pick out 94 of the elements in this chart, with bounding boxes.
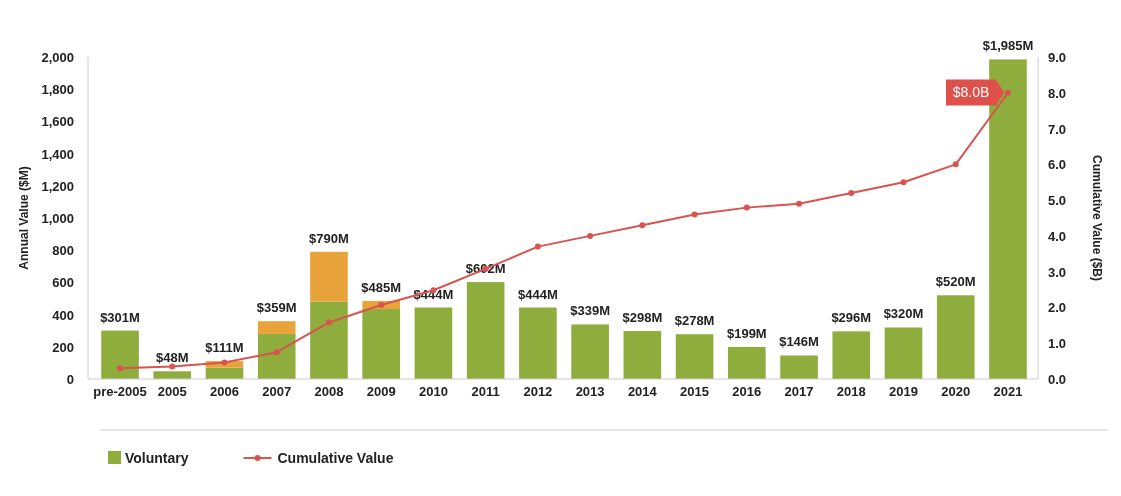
x-tick-label: pre-2005: [93, 384, 147, 399]
y2-tick-label: 0.0: [1048, 372, 1067, 387]
y-tick-label: 600: [52, 275, 74, 291]
y2-axis-title: Cumulative Value ($B): [1090, 154, 1104, 282]
x-tick-label: 2012: [523, 384, 553, 399]
total-label: $296M: [831, 310, 872, 326]
bar: [623, 331, 662, 379]
bar: [257, 333, 296, 379]
point: [743, 204, 750, 211]
total-label: $199M: [726, 325, 767, 341]
x-tick-label: 2017: [784, 384, 814, 399]
bar: [310, 301, 348, 379]
x-tick-label: 2006: [210, 384, 239, 399]
bar: [571, 324, 609, 379]
y-tick-label: 800: [52, 243, 74, 259]
bar: [989, 59, 1027, 379]
total-label: $301M: [100, 309, 140, 325]
point: [1004, 89, 1011, 96]
point: [691, 211, 698, 218]
point: [900, 179, 907, 186]
y-tick-label: 0: [66, 372, 74, 387]
total-label: $339M: [570, 303, 610, 319]
x-tick-label: 2021: [993, 384, 1023, 399]
y2-tick-label: 5.0: [1048, 193, 1067, 209]
x-tick-label: 2018: [836, 384, 866, 399]
bar: [362, 308, 400, 379]
bar: [884, 327, 923, 379]
y-tick-label: 1,200: [41, 178, 74, 194]
y-tick-label: 200: [52, 339, 74, 355]
bar: [728, 346, 766, 379]
total-label: $790M: [309, 230, 349, 246]
total-label: $1,985M: [982, 38, 1034, 54]
y-tick-label: 1,000: [41, 211, 74, 226]
x-tick-label: 2013: [575, 384, 605, 399]
y-tick-label: 400: [52, 307, 74, 323]
y2-tick-label: 9.0: [1048, 50, 1067, 65]
x-tick-label: 2007: [262, 384, 292, 399]
point: [796, 200, 803, 207]
x-tick-label: 2010: [418, 384, 448, 399]
x-tick-label: 2011: [471, 384, 500, 399]
point: [952, 161, 959, 168]
y2-tick-label: 8.0: [1048, 85, 1067, 101]
bar: [153, 371, 192, 379]
x-tick-label: 2015: [680, 384, 710, 399]
y2-tick-label: 1.0: [1048, 336, 1067, 352]
y2-tick-label: 6.0: [1048, 157, 1067, 173]
total-label: $520M: [935, 274, 976, 290]
point: [378, 301, 385, 308]
total-label: $278M: [674, 313, 715, 329]
bar: [310, 251, 348, 302]
bar: [780, 355, 818, 379]
bar: [466, 282, 505, 379]
y-tick-label: 1,400: [41, 146, 74, 162]
x-tick-label: 2016: [732, 384, 762, 399]
y2-tick-label: 3.0: [1048, 264, 1067, 280]
legend-label: Voluntary: [125, 450, 189, 466]
y2-tick-label: 2.0: [1048, 300, 1067, 316]
y2-tick-label: 7.0: [1048, 121, 1067, 137]
y-tick-label: 1,800: [41, 82, 74, 98]
total-label: $146M: [779, 334, 819, 350]
point: [534, 243, 541, 250]
x-tick-label: 2014: [627, 384, 658, 399]
bar: [675, 334, 714, 379]
bar: [936, 295, 975, 379]
bar: [101, 330, 139, 379]
legend-label: Cumulative Value: [277, 450, 394, 466]
point: [848, 189, 855, 196]
total-label: $359M: [256, 300, 297, 316]
bar: [832, 331, 871, 379]
total-label: $485M: [361, 279, 402, 295]
x-tick-label: 2019: [889, 384, 918, 399]
y-axis-title: Annual Value ($M): [17, 166, 31, 270]
total-label: $48M: [155, 350, 189, 366]
total-label: $111M: [205, 340, 244, 356]
bar: [414, 307, 453, 379]
point: [221, 359, 228, 366]
point: [273, 349, 280, 356]
x-tick-label: 2009: [366, 384, 396, 399]
y-tick-label: 2,000: [41, 50, 74, 65]
x-tick-label: 2005: [157, 384, 187, 399]
x-tick-label: 2008: [314, 384, 344, 399]
total-label: $298M: [622, 310, 663, 326]
bar: [519, 307, 557, 379]
total-label: $444M: [518, 286, 558, 302]
point: [117, 365, 124, 372]
total-label: $320M: [883, 306, 924, 322]
y-tick-label: 1,600: [41, 114, 74, 130]
point: [587, 232, 594, 239]
y2-tick-label: 4.0: [1048, 228, 1067, 244]
x-tick-label: 2020: [941, 384, 971, 399]
point: [325, 319, 332, 326]
bar: [257, 321, 296, 334]
annotation: $8.0B: [952, 84, 990, 101]
point: [639, 222, 646, 229]
